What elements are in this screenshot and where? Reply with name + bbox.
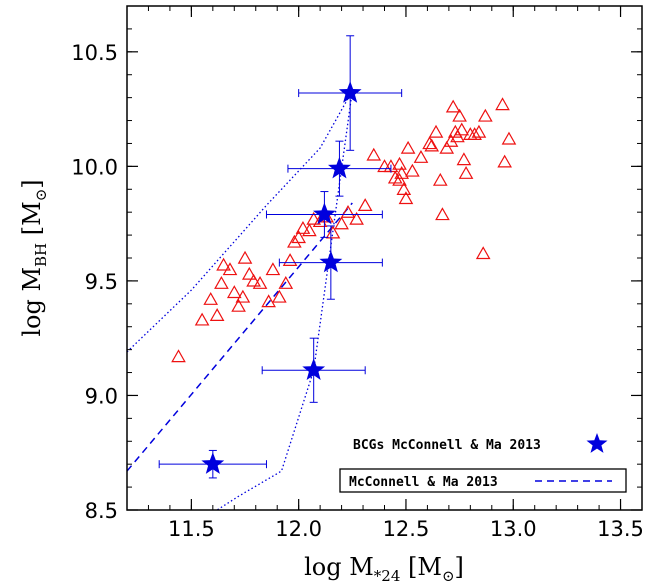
triangle-point: [471, 124, 487, 138]
y-tick-label: 9.5: [85, 270, 118, 294]
triangle-point: [394, 166, 409, 179]
triangle-point: [435, 207, 450, 221]
triangle-point: [265, 262, 281, 276]
triangle-point: [241, 266, 257, 280]
x-axis-title: log M*24 [M⊙]: [304, 553, 464, 585]
triangle-point: [312, 214, 328, 228]
plot-area: [127, 35, 517, 510]
triangle-point: [392, 156, 407, 170]
dashed-relation-line: [127, 202, 353, 472]
legend-star-symbol: [586, 433, 608, 453]
triangle-point: [222, 262, 238, 276]
triangle-point: [349, 211, 364, 225]
y-tick-label: 10.0: [71, 155, 118, 179]
y-tick-label: 10.5: [71, 41, 118, 65]
triangle-point: [432, 172, 448, 186]
star-point: [338, 81, 362, 103]
y-tick-label: 8.5: [85, 499, 118, 523]
triangle-point: [452, 108, 467, 122]
triangle-point: [194, 312, 210, 326]
x-tick-label: 13.5: [597, 517, 644, 541]
triangle-point: [306, 211, 322, 225]
triangle-point: [246, 273, 261, 287]
triangle-point: [252, 275, 268, 289]
triangle-point: [422, 136, 437, 150]
triangle-point: [456, 152, 472, 166]
triangle-point: [261, 294, 276, 308]
triangle-point: [357, 198, 373, 212]
triangle-point: [454, 122, 470, 136]
plot-frame: [126, 5, 643, 511]
triangle-point: [428, 124, 444, 138]
triangle-point: [501, 131, 517, 145]
x-tick-label: 12.0: [275, 517, 322, 541]
triangle-point: [203, 292, 219, 305]
triangle-point: [209, 308, 225, 321]
triangle-point: [467, 127, 482, 140]
dotted-envelope: [127, 90, 353, 510]
y-axis-title: log MBH [M⊙]: [18, 179, 50, 336]
triangle-point: [282, 253, 298, 266]
triangle-point: [278, 275, 294, 289]
triangle-point: [450, 129, 465, 143]
triangle-point: [396, 182, 412, 195]
triangle-point: [235, 289, 251, 303]
star-point: [302, 358, 326, 380]
triangle-point: [495, 97, 510, 111]
star-point: [319, 250, 343, 273]
triangle-point: [445, 99, 461, 113]
triangle-point: [340, 204, 356, 218]
triangle-point: [475, 246, 491, 260]
x-tick-label: 13.0: [490, 517, 537, 541]
triangle-point: [287, 234, 302, 248]
legend-line-box: [339, 468, 627, 493]
y-tick-label: 9.0: [85, 384, 118, 408]
triangle-point: [377, 159, 392, 173]
star-point: [313, 202, 336, 225]
triangle-point: [272, 289, 287, 303]
triangle-point: [458, 166, 474, 179]
triangle-point: [443, 133, 459, 147]
triangle-point: [424, 138, 440, 152]
triangle-point: [237, 250, 253, 264]
triangle-point: [231, 298, 246, 312]
triangle-point: [216, 257, 231, 271]
star-point: [201, 452, 225, 474]
triangle-point: [392, 172, 407, 186]
legend-stars-label: BCGs McConnell & Ma 2013: [353, 438, 541, 453]
star-point: [328, 156, 351, 179]
triangle-point: [171, 349, 186, 363]
legend-line-label: McConnell & Ma 2013: [349, 475, 498, 490]
x-tick-label: 12.5: [383, 517, 430, 541]
triangle-point: [413, 149, 429, 163]
triangle-point: [439, 140, 455, 154]
triangle-point: [295, 221, 311, 234]
triangle-point: [400, 140, 416, 154]
triangle-point: [478, 108, 493, 122]
triangle-point: [387, 170, 403, 184]
triangle-point: [405, 163, 420, 177]
triangle-point: [226, 285, 242, 299]
triangle-point: [302, 223, 317, 237]
triangle-point: [325, 225, 341, 239]
triangle-point: [366, 147, 382, 161]
triangle-point: [334, 216, 349, 230]
x-tick-label: 11.5: [168, 517, 215, 541]
triangle-point: [291, 230, 306, 244]
triangle-point: [214, 275, 229, 289]
triangle-point: [398, 191, 414, 205]
triangle-point: [497, 154, 512, 168]
